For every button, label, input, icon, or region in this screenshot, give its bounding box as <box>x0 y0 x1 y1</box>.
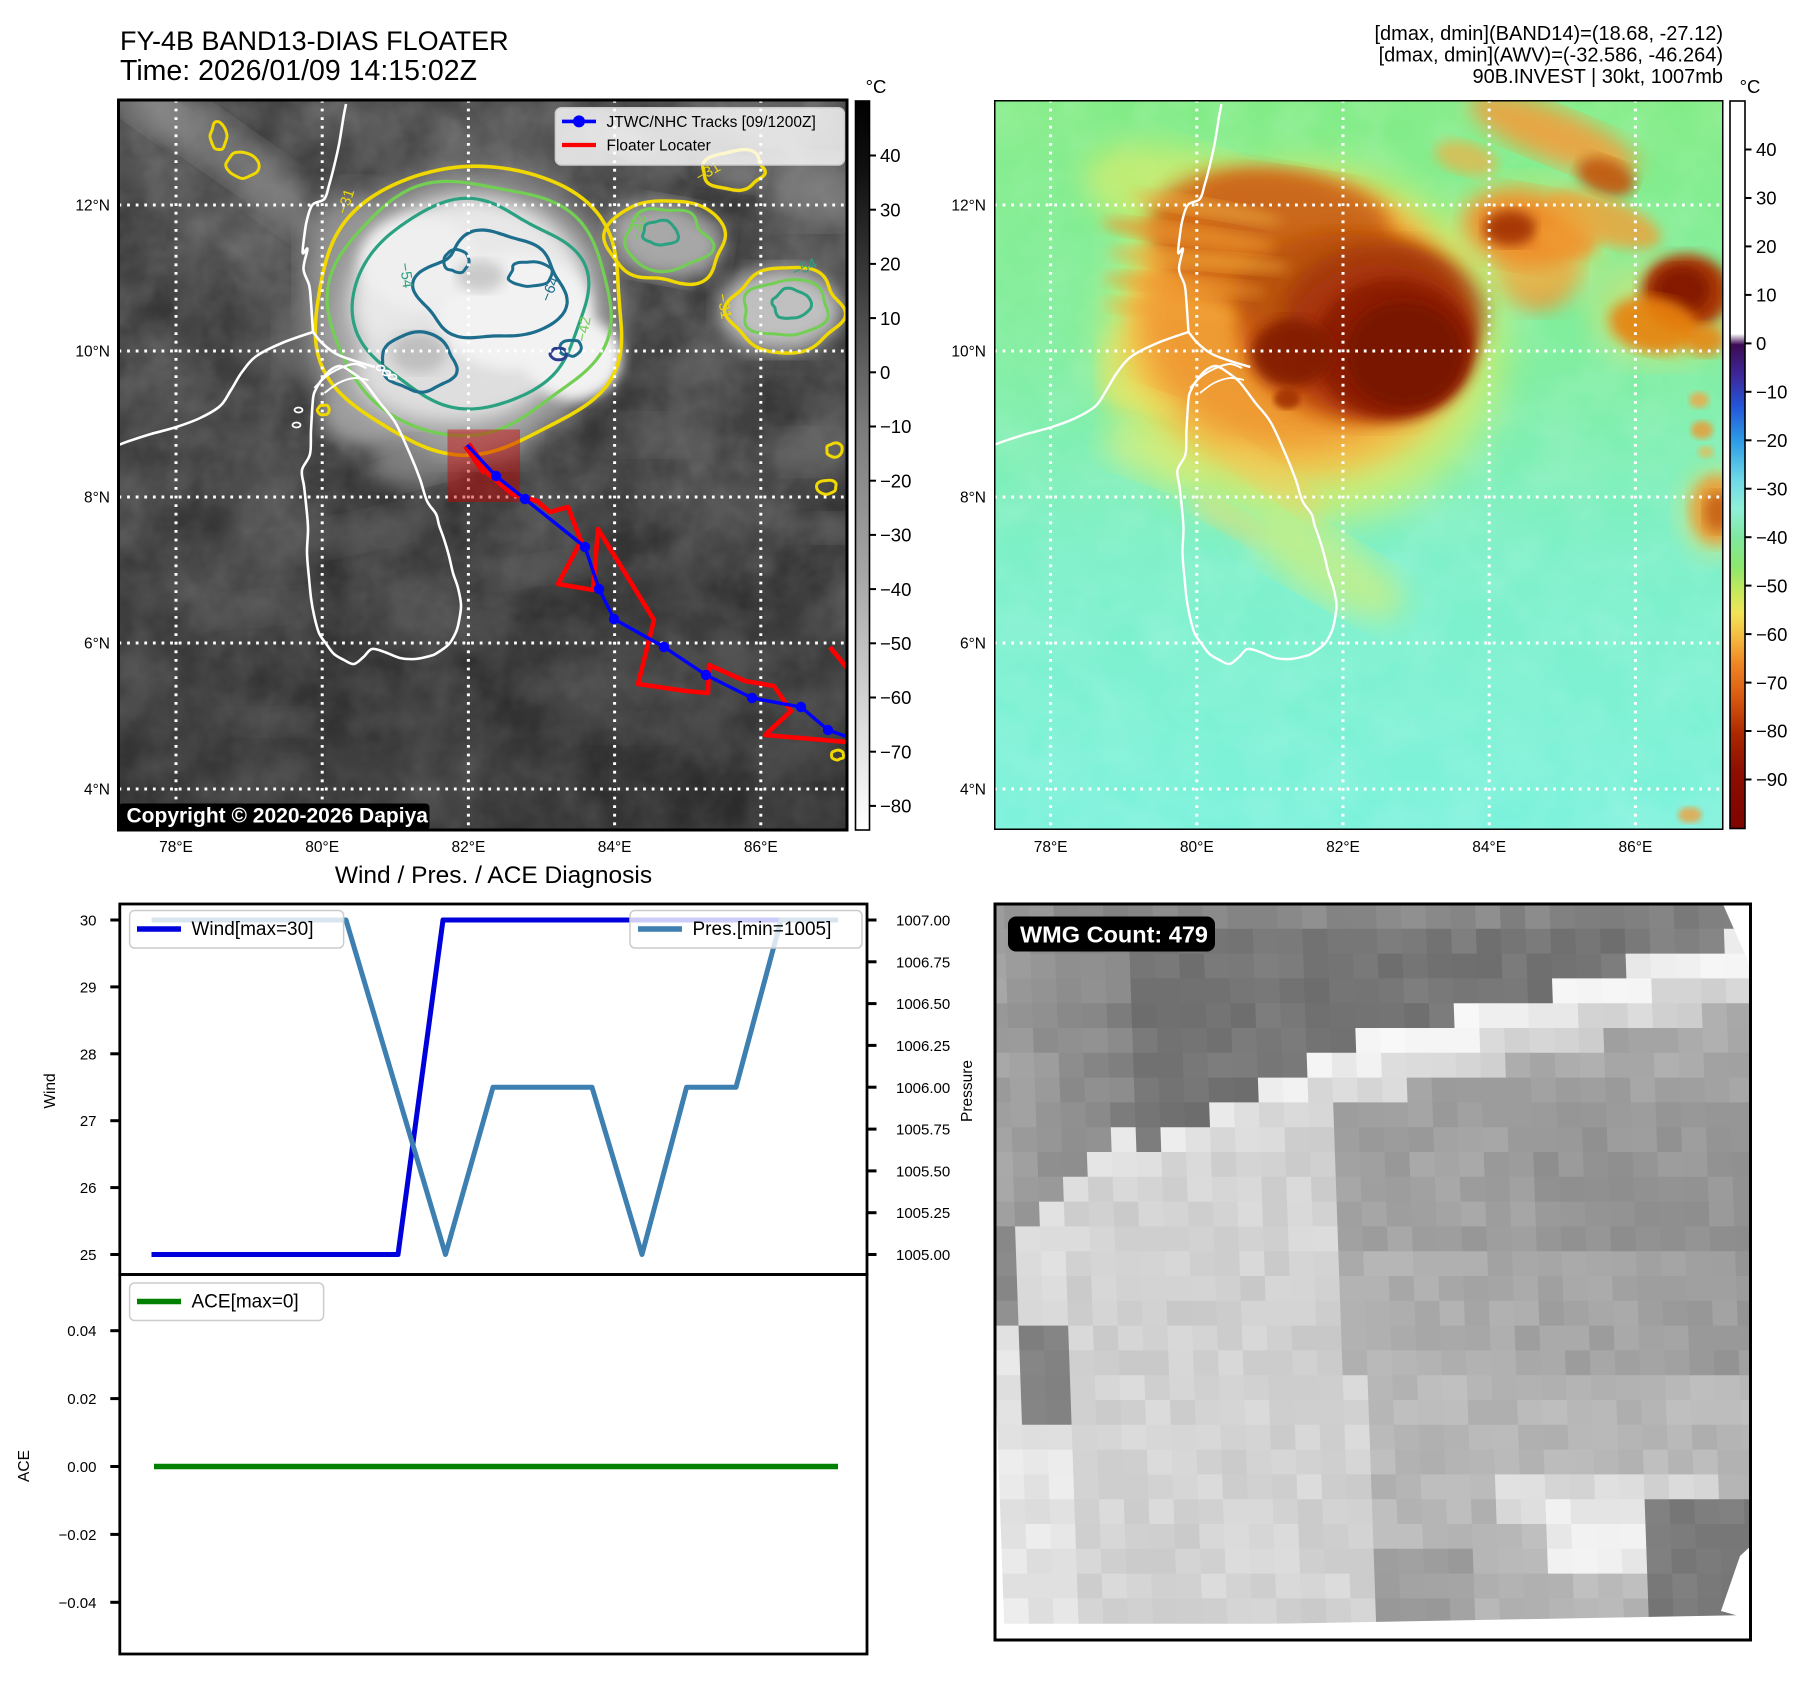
svg-text:20: 20 <box>880 254 901 275</box>
svg-text:−20: −20 <box>1756 430 1787 451</box>
svg-text:4°N: 4°N <box>84 782 110 799</box>
svg-text:10: 10 <box>1756 285 1777 306</box>
svg-text:86°E: 86°E <box>1619 839 1653 856</box>
svg-text:8°N: 8°N <box>960 490 986 507</box>
svg-text:25: 25 <box>80 1247 97 1264</box>
svg-text:26: 26 <box>80 1180 97 1197</box>
svg-text:JTWC/NHC Tracks [09/1200Z]: JTWC/NHC Tracks [09/1200Z] <box>607 114 816 131</box>
svg-text:90B.INVEST | 30kt, 1007mb: 90B.INVEST | 30kt, 1007mb <box>1472 66 1723 88</box>
svg-text:29: 29 <box>80 979 97 996</box>
svg-text:1006.00: 1006.00 <box>896 1080 950 1097</box>
svg-text:[dmax, dmin](BAND14)=(18.68, -: [dmax, dmin](BAND14)=(18.68, -27.12) <box>1375 23 1724 45</box>
svg-text:4°N: 4°N <box>960 782 986 799</box>
svg-text:30: 30 <box>1756 188 1777 209</box>
svg-text:1006.50: 1006.50 <box>896 996 950 1013</box>
svg-text:10: 10 <box>880 308 901 329</box>
svg-text:−50: −50 <box>880 633 911 654</box>
svg-text:−60: −60 <box>880 687 911 708</box>
svg-text:78°E: 78°E <box>159 839 193 856</box>
svg-text:−80: −80 <box>1756 721 1787 742</box>
svg-text:27: 27 <box>80 1113 97 1130</box>
svg-text:−90: −90 <box>1756 769 1787 790</box>
svg-text:Wind[max=30]: Wind[max=30] <box>192 919 314 940</box>
svg-text:−20: −20 <box>880 470 911 491</box>
svg-text:0: 0 <box>880 362 890 383</box>
svg-text:−70: −70 <box>1756 672 1787 693</box>
svg-text:10°N: 10°N <box>75 344 110 361</box>
svg-text:−42: −42 <box>573 315 594 343</box>
svg-text:−50: −50 <box>1756 575 1787 596</box>
svg-text:20: 20 <box>1756 236 1777 257</box>
svg-text:−80: −80 <box>880 796 911 817</box>
svg-text:−0.02: −0.02 <box>59 1527 97 1544</box>
svg-text:−30: −30 <box>1756 478 1787 499</box>
svg-text:0.00: 0.00 <box>67 1459 96 1476</box>
svg-text:0.02: 0.02 <box>67 1391 96 1408</box>
svg-text:−60: −60 <box>1756 624 1787 645</box>
svg-text:−10: −10 <box>880 416 911 437</box>
svg-text:−40: −40 <box>1756 527 1787 548</box>
svg-text:6°N: 6°N <box>960 636 986 653</box>
svg-text:−70: −70 <box>880 741 911 762</box>
svg-text:84°E: 84°E <box>598 839 632 856</box>
svg-text:28: 28 <box>80 1046 97 1063</box>
svg-text:°C: °C <box>866 76 887 97</box>
svg-text:−10: −10 <box>1756 382 1787 403</box>
svg-text:1007.00: 1007.00 <box>896 913 950 930</box>
svg-text:−40: −40 <box>880 579 911 600</box>
svg-text:−42: −42 <box>628 213 649 241</box>
svg-text:WMG Count: 479: WMG Count: 479 <box>1020 922 1208 948</box>
svg-text:[dmax, dmin](AWV)=(-32.586, -4: [dmax, dmin](AWV)=(-32.586, -46.264) <box>1379 45 1723 67</box>
svg-text:30: 30 <box>80 913 97 930</box>
svg-text:ACE: ACE <box>16 1450 33 1482</box>
svg-text:12°N: 12°N <box>951 198 986 215</box>
svg-text:1005.25: 1005.25 <box>896 1205 950 1222</box>
svg-text:40: 40 <box>880 145 901 166</box>
svg-text:Time: 2026/01/09 14:15:02Z: Time: 2026/01/09 14:15:02Z <box>120 55 477 87</box>
svg-text:78°E: 78°E <box>1034 839 1068 856</box>
svg-text:−31: −31 <box>713 292 734 320</box>
svg-text:10°N: 10°N <box>951 344 986 361</box>
svg-text:−54: −54 <box>396 262 416 290</box>
svg-text:−30: −30 <box>880 525 911 546</box>
svg-text:1006.75: 1006.75 <box>896 954 950 971</box>
svg-text:82°E: 82°E <box>1326 839 1360 856</box>
svg-text:Pres.[min=1005]: Pres.[min=1005] <box>693 919 832 940</box>
svg-text:82°E: 82°E <box>452 839 486 856</box>
svg-text:°C: °C <box>1740 76 1761 97</box>
svg-text:0.04: 0.04 <box>67 1323 96 1340</box>
svg-text:80°E: 80°E <box>305 839 339 856</box>
svg-text:86°E: 86°E <box>744 839 778 856</box>
svg-text:−0.04: −0.04 <box>59 1595 97 1612</box>
svg-text:Wind / Pres. / ACE Diagnosis: Wind / Pres. / ACE Diagnosis <box>335 862 652 889</box>
svg-text:FY-4B BAND13-DIAS FLOATER: FY-4B BAND13-DIAS FLOATER <box>120 26 509 56</box>
svg-text:Pressure: Pressure <box>959 1060 976 1122</box>
svg-text:1005.00: 1005.00 <box>896 1247 950 1264</box>
svg-text:8°N: 8°N <box>84 490 110 507</box>
svg-text:0: 0 <box>1756 333 1766 354</box>
svg-text:1005.75: 1005.75 <box>896 1122 950 1139</box>
svg-text:ACE[max=0]: ACE[max=0] <box>192 1292 299 1313</box>
svg-text:30: 30 <box>880 199 901 220</box>
svg-text:1006.25: 1006.25 <box>896 1038 950 1055</box>
svg-text:6°N: 6°N <box>84 636 110 653</box>
svg-text:80°E: 80°E <box>1180 839 1214 856</box>
svg-text:12°N: 12°N <box>75 198 110 215</box>
svg-text:Copyright © 2020-2026 Dapiya: Copyright © 2020-2026 Dapiya <box>127 805 429 828</box>
svg-text:84°E: 84°E <box>1472 839 1506 856</box>
svg-text:Wind: Wind <box>42 1073 59 1108</box>
svg-text:1005.50: 1005.50 <box>896 1163 950 1180</box>
svg-text:Floater Locater: Floater Locater <box>607 137 711 154</box>
svg-text:40: 40 <box>1756 139 1777 160</box>
